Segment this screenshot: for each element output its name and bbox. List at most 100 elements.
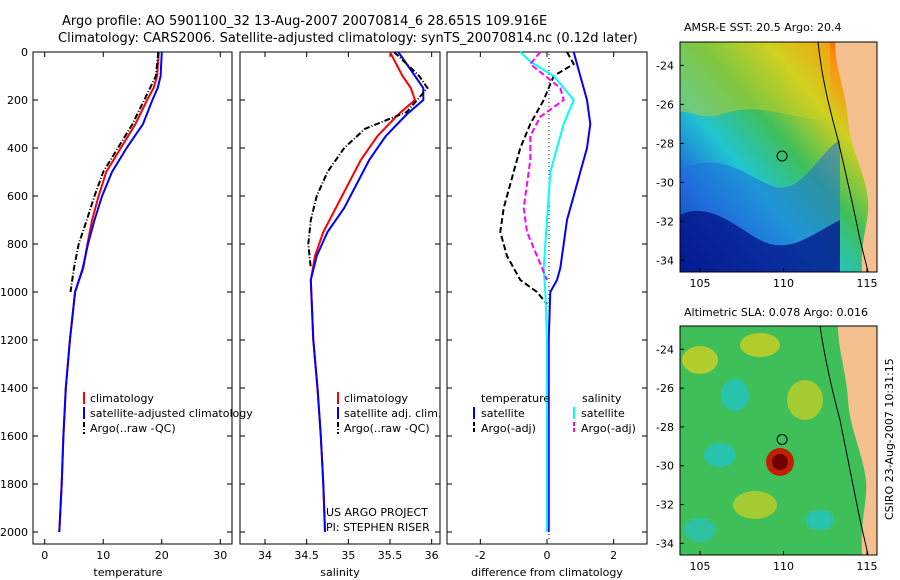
series-line-argo-raw-qc xyxy=(69,51,160,293)
temperature-legend: climatology satellite-adjusted climatolo… xyxy=(83,392,253,435)
series-line-temperature-satellite xyxy=(547,51,592,532)
series-line-satellite-adjusted-climatology xyxy=(58,51,163,533)
y-tick-label: 0 xyxy=(21,46,28,59)
figure-title-line2: Climatology: CARS2006. Satellite-adjuste… xyxy=(58,31,638,46)
legend-label-sal-satellite: satellite xyxy=(581,407,625,420)
legend-label-temp-argo: Argo(-adj) xyxy=(481,422,536,435)
temperature-xlabel: temperature xyxy=(93,566,162,579)
series-line-climatology xyxy=(309,51,417,533)
salinity-xlabel: salinity xyxy=(320,566,360,579)
series-line-argo-raw-qc xyxy=(307,51,429,269)
difference-legend: temperature satellite Argo(-adj) salinit… xyxy=(473,392,636,435)
salinity-x-axis: 34 34.5 35 35.5 36 xyxy=(240,51,440,562)
temperature-profile-panel: 0 200 400 600 800 1000 1200 1400 1600 1800 2000 0 1… xyxy=(0,46,253,579)
bathymetry-contour xyxy=(819,326,869,555)
map-x-tick-label: 110 xyxy=(773,560,794,573)
sla-map-frame xyxy=(679,325,878,556)
temperature-lines xyxy=(58,51,163,533)
temperature-axes-frame xyxy=(32,51,233,545)
salinity-profile-panel: 34 34.5 35 35.5 36 salinity climatology sate… xyxy=(239,51,441,579)
map-x-tick-label: 115 xyxy=(856,560,877,573)
sst-field xyxy=(680,42,877,272)
map-y-tick-label: -30 xyxy=(656,176,674,189)
x-tick-label: 36 xyxy=(425,549,439,562)
sla-map-panel: Altimetric SLA: 0.078 Argo: 0.016 105 110… xyxy=(656,306,878,573)
series-line-satellite-adj-clim xyxy=(309,51,425,533)
temperature-x-axis: 0 10 20 30 xyxy=(41,52,227,562)
y-tick-label: 600 xyxy=(7,190,28,203)
map-y-tick-label: -34 xyxy=(656,254,674,267)
y-tick-label: 800 xyxy=(7,238,28,251)
map-x-tick-label: 105 xyxy=(690,560,711,573)
y-tick-label: 1800 xyxy=(0,478,28,491)
sst-map-axes: 105 110 115 -24 -26 -28 -30 -32 -34 xyxy=(656,59,877,290)
sst-map-panel: AMSR-E SST: 20.5 Argo: 20.4 105 110 115 -24… xyxy=(656,21,878,290)
figure-title-line1: Argo profile: AO 5901100_32 13-Aug-2007 … xyxy=(62,14,547,29)
depth-axis: 0 200 400 600 800 1000 1200 1400 1600 1800 2000 xyxy=(0,46,232,539)
land-mass xyxy=(835,42,877,272)
legend-label-climatology: climatology xyxy=(90,392,154,405)
legend-label-satellite: satellite adj. clim. xyxy=(344,407,441,420)
x-tick-label: 30 xyxy=(213,549,227,562)
y-tick-label: 200 xyxy=(7,94,28,107)
x-tick-label: 20 xyxy=(155,549,169,562)
salinity-legend: climatology satellite adj. clim. Argo(..… xyxy=(337,392,441,435)
map-x-tick-label: 115 xyxy=(856,277,877,290)
y-tick-label: 1600 xyxy=(0,430,28,443)
y-tick-label: 400 xyxy=(7,142,28,155)
map-y-tick-label: -28 xyxy=(656,137,674,150)
difference-lines xyxy=(499,51,592,532)
map-y-tick-label: -24 xyxy=(656,343,674,356)
x-tick-label: 10 xyxy=(96,549,110,562)
timestamp-label: CSIRO 23-Aug-2007 10:31:15 xyxy=(883,358,896,520)
salinity-axes-frame xyxy=(239,51,441,545)
map-y-tick-label: -30 xyxy=(656,460,674,473)
x-tick-label: 34 xyxy=(258,549,272,562)
sla-map-axes: 105 110 115 -24 -26 -28 -30 -32 -34 xyxy=(656,343,877,573)
map-x-tick-label: 105 xyxy=(690,277,711,290)
legend-heading-salinity: salinity xyxy=(582,392,622,405)
map-y-tick-label: -26 xyxy=(656,382,674,395)
y-tick-label: 1000 xyxy=(0,286,28,299)
legend-label-argo: Argo(..raw -QC) xyxy=(344,422,430,435)
difference-profile-panel: -2 0 2 difference from climatology tempera… xyxy=(446,51,648,579)
sst-map-frame xyxy=(679,41,878,273)
series-line-salinity-argo-adj xyxy=(522,51,565,281)
map-y-tick-label: -28 xyxy=(656,421,674,434)
x-tick-label: 0 xyxy=(41,549,48,562)
x-tick-label: 35 xyxy=(341,549,355,562)
sst-map-title: AMSR-E SST: 20.5 Argo: 20.4 xyxy=(684,21,842,34)
bathymetry-contour xyxy=(817,42,869,272)
land-mass xyxy=(838,326,877,555)
credit-pi: PI: STEPHEN RISER xyxy=(326,521,430,534)
legend-label-argo: Argo(..raw -QC) xyxy=(90,422,176,435)
map-y-tick-label: -24 xyxy=(656,59,674,72)
series-line-temperature-argo-adj xyxy=(499,51,576,305)
series-line-salinity-satellite xyxy=(519,51,575,532)
x-tick-label: 34.5 xyxy=(294,549,319,562)
map-y-tick-label: -34 xyxy=(656,537,674,550)
legend-label-sal-argo: Argo(-adj) xyxy=(581,422,636,435)
argo-float-marker xyxy=(776,434,788,445)
y-tick-label: 2000 xyxy=(0,526,28,539)
y-tick-label: 1400 xyxy=(0,382,28,395)
x-tick-label: 35.5 xyxy=(378,549,403,562)
x-tick-label: 0 xyxy=(544,549,551,562)
map-y-tick-label: -32 xyxy=(656,215,674,228)
argo-float-marker xyxy=(776,150,788,162)
map-y-tick-label: -32 xyxy=(656,499,674,512)
x-tick-label: -2 xyxy=(475,549,486,562)
map-x-tick-label: 110 xyxy=(773,277,794,290)
map-y-tick-label: -26 xyxy=(656,98,674,111)
sla-map-title: Altimetric SLA: 0.078 Argo: 0.016 xyxy=(684,306,868,319)
difference-xlabel: difference from climatology xyxy=(471,566,623,579)
salinity-lines xyxy=(307,51,429,533)
legend-label-temp-satellite: satellite xyxy=(481,407,525,420)
legend-label-climatology: climatology xyxy=(344,392,408,405)
sla-field xyxy=(680,326,877,555)
difference-x-axis: -2 0 2 xyxy=(447,51,647,562)
x-tick-label: 2 xyxy=(610,549,617,562)
y-tick-label: 1200 xyxy=(0,334,28,347)
legend-label-satellite: satellite-adjusted climatology xyxy=(90,407,253,420)
